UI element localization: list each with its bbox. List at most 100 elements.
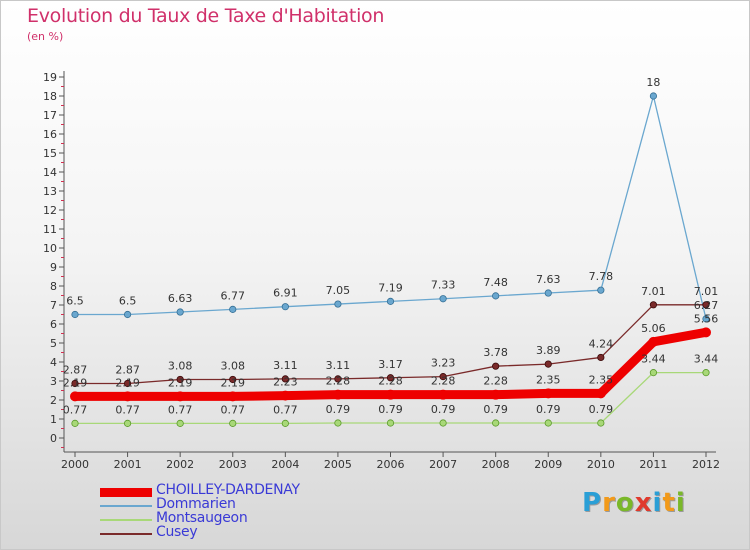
data-label: 0.79 (378, 403, 403, 416)
data-label: 2.23 (273, 376, 298, 389)
data-label: 3.89 (536, 344, 561, 357)
data-label: 3.08 (221, 359, 246, 372)
data-label: 3.78 (483, 346, 508, 359)
data-point (492, 292, 500, 300)
legend-swatch (100, 519, 152, 521)
x-tick-label: 2006 (377, 458, 405, 471)
data-label: 2.19 (221, 376, 246, 389)
data-point (281, 375, 289, 383)
data-point (280, 390, 291, 401)
data-point (386, 419, 395, 427)
data-point (334, 375, 342, 383)
data-point (71, 310, 79, 319)
data-label: 7.01 (641, 285, 666, 298)
data-point (439, 419, 447, 427)
data-point (492, 362, 500, 370)
x-tick-label: 2010 (587, 458, 615, 471)
data-label: 5.06 (641, 322, 666, 335)
data-label: 2.28 (326, 375, 351, 388)
y-tick-label: 1 (50, 413, 57, 426)
data-point (649, 301, 658, 309)
chart-subtitle: (en %) (27, 30, 64, 43)
data-point (544, 289, 552, 297)
data-point (281, 303, 289, 311)
data-label: 3.44 (694, 353, 719, 366)
x-tick-label: 2005 (324, 458, 352, 471)
data-label: 2.28 (378, 375, 403, 388)
data-label: 6.91 (273, 287, 298, 300)
y-tick-label: 8 (50, 280, 57, 293)
data-label: 0.77 (63, 403, 88, 416)
data-point (176, 308, 184, 316)
y-tick-label: 18 (43, 90, 57, 103)
data-label: 7.48 (483, 276, 508, 289)
legend-label: Dommarien (156, 496, 236, 512)
data-point (334, 419, 342, 427)
data-label: 6.77 (221, 289, 246, 302)
data-point (123, 379, 132, 388)
data-label: 2.28 (431, 375, 456, 388)
data-label: 0.79 (326, 403, 351, 416)
data-point (544, 360, 552, 368)
data-label: 3.11 (273, 359, 298, 372)
data-point (543, 388, 554, 399)
data-label: 2.19 (168, 376, 193, 389)
data-label: 0.77 (168, 403, 193, 416)
data-label: 0.77 (115, 403, 140, 416)
data-point (122, 391, 133, 402)
data-point (438, 389, 449, 400)
data-point (385, 389, 396, 400)
data-point (701, 327, 711, 338)
data-label: 7.05 (326, 284, 351, 297)
y-tick-label: 3 (50, 375, 57, 388)
data-label: 7.19 (378, 281, 403, 294)
chart-title: Evolution du Taux de Taxe d'Habitation (27, 5, 385, 27)
data-label: 2.28 (483, 375, 508, 388)
data-point (492, 419, 500, 427)
data-point (229, 419, 237, 427)
data-label: 0.79 (536, 403, 561, 416)
data-label: 7.01 (694, 285, 719, 298)
x-tick-label: 2008 (482, 458, 510, 471)
data-label: 3.23 (431, 357, 456, 370)
data-label: 2.87 (63, 363, 88, 376)
data-point (176, 375, 184, 384)
data-point (597, 353, 605, 362)
y-tick-label: 2 (50, 394, 57, 407)
data-point (439, 295, 447, 303)
data-label: 7.78 (589, 270, 614, 283)
legend-swatch (100, 487, 152, 497)
data-point (702, 369, 710, 377)
y-tick-label: 16 (43, 128, 57, 141)
data-label: 6.5 (66, 295, 84, 308)
legend-label: CHOILLEY-DARDENAY (156, 482, 300, 498)
data-point (439, 373, 447, 381)
data-point (595, 388, 606, 399)
x-tick-label: 2000 (61, 458, 89, 471)
legend-swatch (100, 533, 152, 535)
data-label: 6.27 (694, 299, 719, 312)
data-point (229, 375, 237, 384)
y-tick-label: 17 (43, 109, 57, 122)
data-label: 0.79 (589, 403, 614, 416)
data-point (702, 315, 710, 323)
data-label: 0.79 (431, 403, 456, 416)
y-tick-label: 11 (43, 223, 57, 236)
data-point (229, 305, 237, 313)
data-label: 3.08 (168, 359, 193, 372)
x-tick-label: 2004 (271, 458, 299, 471)
legend-swatch (100, 505, 152, 507)
data-point (123, 419, 132, 427)
y-tick-label: 12 (43, 204, 57, 217)
data-label: 3.17 (378, 358, 403, 371)
data-point (386, 297, 395, 305)
data-point (227, 391, 238, 402)
data-point (281, 419, 289, 427)
data-point (70, 391, 80, 402)
data-point (386, 374, 395, 382)
data-point (544, 419, 552, 427)
legend-label: Montsaugeon (156, 510, 248, 526)
data-point (649, 369, 658, 377)
y-tick-label: 13 (43, 185, 57, 198)
